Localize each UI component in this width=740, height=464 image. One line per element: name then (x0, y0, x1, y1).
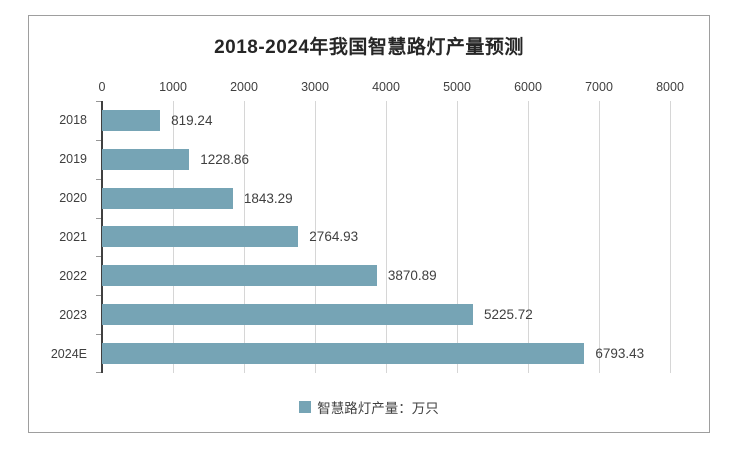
category-axis-tick (96, 178, 102, 180)
x-axis-tick-label: 3000 (301, 80, 329, 94)
x-axis-tick-label: 8000 (656, 80, 684, 94)
x-axis-tick-label: 2000 (230, 80, 258, 94)
category-axis-tick (96, 101, 102, 102)
bar-row: 1843.29 (102, 179, 670, 218)
gridline (528, 101, 529, 373)
category-axis-tick (96, 295, 102, 297)
bar-row: 1228.86 (102, 140, 670, 179)
category-label-2018: 2018 (59, 113, 87, 128)
category-label-2021: 2021 (59, 229, 87, 244)
gridline (599, 101, 600, 373)
category-label-2019: 2019 (59, 152, 87, 167)
x-axis-tick-label: 0 (98, 80, 106, 94)
bar-row: 3870.89 (102, 256, 670, 295)
category-axis-tick (96, 139, 102, 141)
category-label-2024E: 2024E (50, 346, 87, 361)
category-label-2023: 2023 (59, 307, 87, 322)
category-axis-tick (96, 217, 102, 219)
bar-2021 (102, 226, 299, 248)
bar-row: 819.24 (102, 101, 670, 140)
chart-frame: 2018-2024年我国智慧路灯产量预测 0 1000 2000 3000 4000 50… (28, 15, 710, 433)
bar-2022 (102, 265, 377, 287)
x-axis-tick-label: 5000 (443, 80, 471, 94)
x-axis-tick-label: 6000 (514, 80, 542, 94)
gridline (386, 101, 387, 373)
bar-value-label: 1843.29 (243, 190, 293, 206)
bar-value-label: 3870.89 (387, 268, 437, 284)
x-axis-tick-label: 1000 (159, 80, 187, 94)
gridline (315, 101, 316, 373)
chart-title: 2018-2024年我国智慧路灯产量预测 (214, 37, 524, 58)
category-axis-tick (96, 256, 102, 258)
category-label-2022: 2022 (59, 268, 87, 283)
bar-2019 (102, 148, 190, 170)
bar-row: 2764.93 (102, 218, 670, 257)
bar-2020 (102, 187, 233, 209)
gridline (457, 101, 458, 373)
gridline (670, 101, 671, 373)
bar-value-label: 5225.72 (484, 307, 533, 323)
bar-row: 5225.72 (102, 295, 670, 334)
x-axis-tick-label: 7000 (585, 80, 613, 94)
category-label-2020: 2020 (59, 191, 87, 206)
bar-2024E (102, 343, 585, 365)
bar-value-label: 2764.93 (309, 229, 359, 245)
legend-label: 智慧路灯产量：万只 (317, 401, 439, 416)
bar-value-label: 819.24 (171, 112, 213, 128)
plot-area: 819.24 1228.86 1843.29 2764.93 3870.89 5225.7… (96, 101, 671, 373)
bar-2023 (102, 304, 474, 326)
category-axis-tick (96, 372, 102, 373)
category-axis-tick (96, 334, 102, 336)
legend: 智慧路灯产量：万只 (29, 397, 709, 417)
bar-value-label: 1228.86 (200, 151, 250, 167)
bar-value-label: 6793.43 (595, 346, 645, 362)
legend-swatch (299, 401, 312, 413)
bar-2018 (102, 109, 161, 131)
bar-row: 6793.43 (102, 334, 670, 373)
x-axis-tick-label: 4000 (372, 80, 400, 94)
